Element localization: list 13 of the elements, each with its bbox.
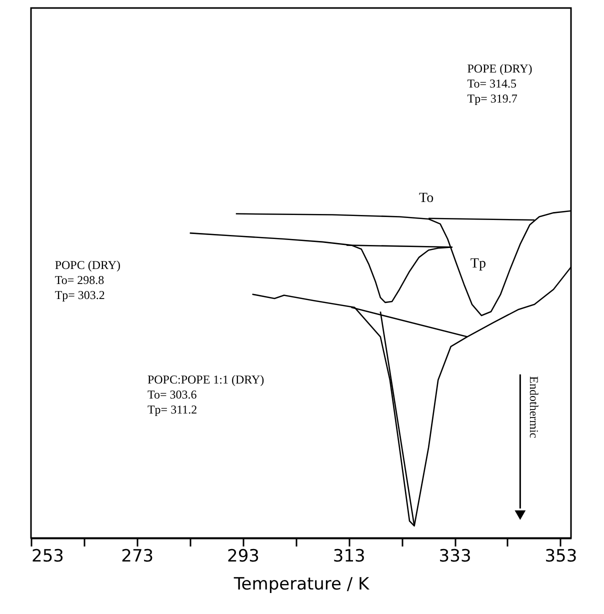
- x-tick-label: 273: [121, 546, 154, 566]
- text: To: [419, 191, 434, 206]
- x-tick-label: 353: [544, 546, 578, 566]
- x-tick-label: 293: [227, 546, 260, 566]
- x-tick-label: 253: [32, 546, 64, 566]
- x-tick-label: 313: [332, 546, 366, 566]
- annotation: Tp: [470, 256, 486, 272]
- text: POPE (DRY) To= 314.5 Tp= 319.7: [467, 62, 532, 106]
- annotation: POPC:POPE 1:1 (DRY) To= 303.6 Tp= 311.2: [147, 372, 264, 416]
- x-axis-title: Temperature / K: [232, 574, 370, 594]
- annotation: POPC (DRY) To= 298.8 Tp= 303.2: [54, 258, 121, 302]
- x-tick-label: 333: [438, 546, 472, 566]
- annotation: Endothermic: [527, 376, 542, 438]
